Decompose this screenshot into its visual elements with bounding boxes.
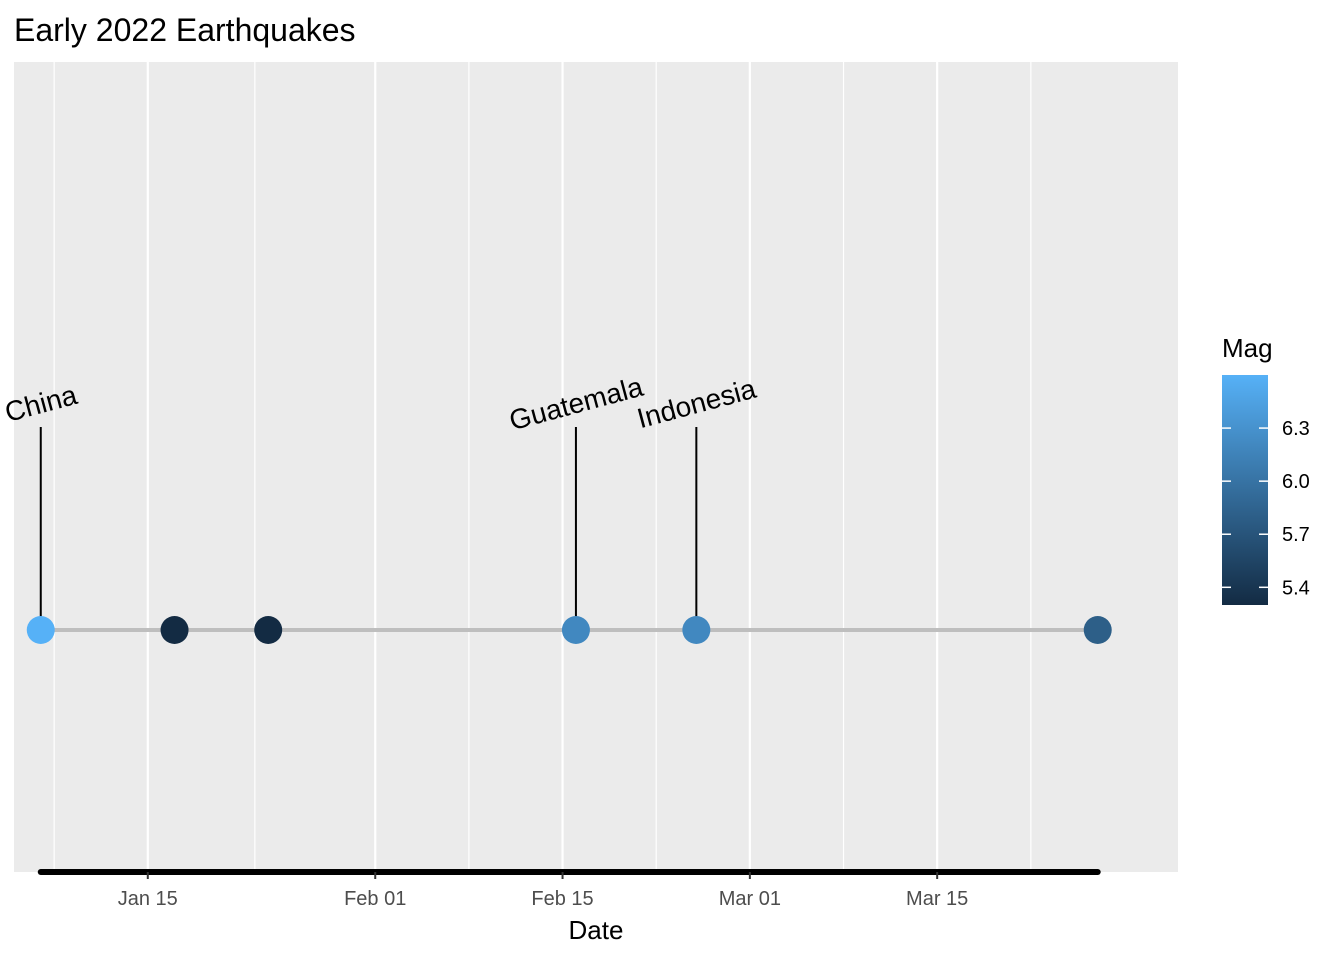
legend-ticks: 5.4 5.7 6.0 6.3 <box>1222 418 1310 599</box>
x-axis-label: Date <box>569 915 624 945</box>
earthquake-point <box>254 616 283 644</box>
x-axis-ticks: Jan 15 Feb 01 Feb 15 Mar 01 Mar 15 <box>118 872 968 910</box>
legend-tick-label: 6.0 <box>1282 471 1310 493</box>
major-gridlines <box>146 62 939 872</box>
plot-panel <box>14 62 1178 872</box>
earthquake-point <box>1083 616 1112 644</box>
earthquake-point <box>682 616 711 644</box>
minor-gridlines <box>53 62 1032 872</box>
x-tick-label: Mar 01 <box>719 888 781 910</box>
legend-tick-label: 6.3 <box>1282 418 1310 440</box>
legend-colorbar <box>1222 375 1268 605</box>
earthquake-point <box>26 616 55 644</box>
x-tick-label: Mar 15 <box>906 888 968 910</box>
earthquake-points <box>26 616 1112 644</box>
earthquake-point <box>160 616 189 644</box>
x-tick-label: Feb 01 <box>344 888 406 910</box>
earthquake-point <box>561 616 590 644</box>
x-tick-label: Feb 15 <box>531 888 593 910</box>
mag-legend: Mag 5.4 5.7 6.0 6.3 <box>1222 333 1310 605</box>
legend-title: Mag <box>1222 333 1273 363</box>
legend-tick-label: 5.4 <box>1282 577 1310 599</box>
chart-title: Early 2022 Earthquakes <box>14 12 356 48</box>
legend-tick-label: 5.7 <box>1282 524 1310 546</box>
x-tick-label: Jan 15 <box>118 888 178 910</box>
